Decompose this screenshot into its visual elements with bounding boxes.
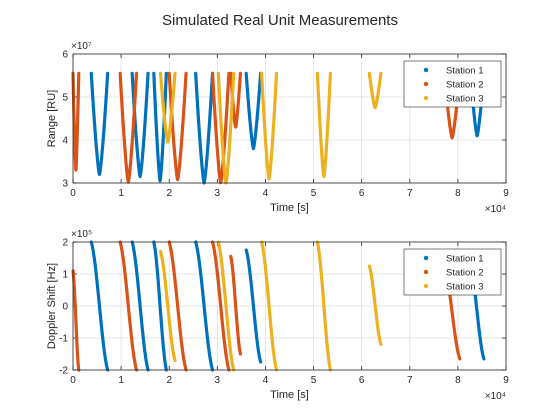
x-tick-label: 5 (311, 375, 317, 386)
legend-label: Station 2 (446, 80, 484, 91)
y-tick-label: -1 (59, 334, 68, 345)
pass-trace (367, 264, 383, 346)
pass-trace (260, 240, 279, 372)
legend-marker (423, 269, 429, 275)
x-exponent-label: ×10⁴ (485, 204, 506, 215)
pass-trace (167, 240, 188, 372)
legend-box (403, 248, 502, 296)
legend-marker (423, 81, 429, 87)
legend-label: Station 3 (446, 94, 484, 105)
legend-marker (423, 95, 429, 101)
pass-trace (260, 71, 279, 181)
legend-label: Station 3 (446, 282, 484, 293)
pass-trace (367, 71, 383, 110)
y-exponent-label: ×10⁷ (71, 41, 92, 52)
pass-trace (71, 71, 81, 172)
y-tick-label: 5 (62, 93, 68, 104)
series-station-3 (158, 240, 383, 372)
x-exponent-label: ×10⁴ (485, 391, 506, 402)
pass-trace (158, 71, 177, 144)
x-tick-label: 9 (503, 188, 509, 199)
pass-trace (194, 240, 215, 372)
legend-marker (423, 283, 429, 289)
pass-trace (315, 240, 332, 372)
series-station-1 (89, 240, 486, 372)
x-tick-label: 2 (166, 375, 172, 386)
pass-trace (244, 71, 263, 151)
pass-trace (216, 240, 236, 372)
pass-trace (89, 240, 110, 372)
x-tick-label: 0 (70, 188, 76, 199)
pass-trace (244, 248, 263, 364)
x-tick-label: 1 (118, 188, 124, 199)
y-tick-label: 3 (62, 179, 68, 190)
pass-trace (152, 240, 168, 372)
x-tick-label: 7 (407, 188, 413, 199)
pass-trace (210, 240, 231, 372)
y-tick-label: 0 (62, 302, 68, 313)
x-tick-label: 5 (311, 188, 317, 199)
legend-label: Station 1 (446, 66, 484, 77)
x-tick-label: 3 (215, 375, 221, 386)
legend-marker (423, 67, 429, 73)
x-tick-label: 4 (263, 188, 269, 199)
y-tick-label: 4 (62, 136, 68, 147)
x-tick-label: 9 (503, 375, 509, 386)
pass-trace (130, 240, 150, 372)
legend: Station 1 Station 2 Station 3 (403, 60, 502, 108)
y-tick-label: 2 (62, 238, 68, 249)
legend-label: Station 2 (446, 268, 484, 279)
x-tick-label: 7 (407, 375, 413, 386)
x-tick-label: 2 (166, 188, 172, 199)
x-tick-label: 1 (118, 375, 124, 386)
x-axis-label: Time [s] (270, 202, 309, 214)
legend-box (403, 60, 502, 108)
pass-trace (315, 71, 332, 179)
pass-trace (89, 71, 110, 176)
pass-trace (71, 269, 81, 372)
axes-box (72, 53, 507, 184)
legend-marker (423, 255, 429, 261)
pass-trace (118, 240, 139, 372)
y-axis-label: Range [RU] (46, 90, 58, 147)
x-tick-label: 8 (455, 375, 461, 386)
x-axis-label: Time [s] (270, 389, 309, 401)
x-tick-label: 6 (359, 375, 365, 386)
legend-label: Station 1 (446, 254, 484, 265)
legend: Station 1 Station 2 Station 3 (403, 248, 502, 296)
pass-trace (210, 71, 231, 185)
pass-trace (229, 254, 243, 356)
x-tick-label: 4 (263, 375, 269, 386)
pass-trace (158, 250, 177, 362)
y-exponent-label: ×10⁵ (71, 229, 92, 240)
y-axis-label: Doppler Shift [Hz] (46, 263, 58, 349)
x-tick-label: 6 (359, 188, 365, 199)
x-tick-label: 8 (455, 188, 461, 199)
figure-title: Simulated Real Unit Measurements (162, 12, 398, 29)
y-tick-label: 6 (62, 50, 68, 61)
y-tick-label: 1 (62, 270, 68, 281)
pass-trace (118, 71, 139, 184)
series-station-3 (158, 71, 383, 185)
axes-box (72, 241, 507, 371)
y-tick-label: -2 (59, 366, 68, 377)
x-tick-label: 0 (70, 375, 76, 386)
x-tick-label: 3 (215, 188, 221, 199)
